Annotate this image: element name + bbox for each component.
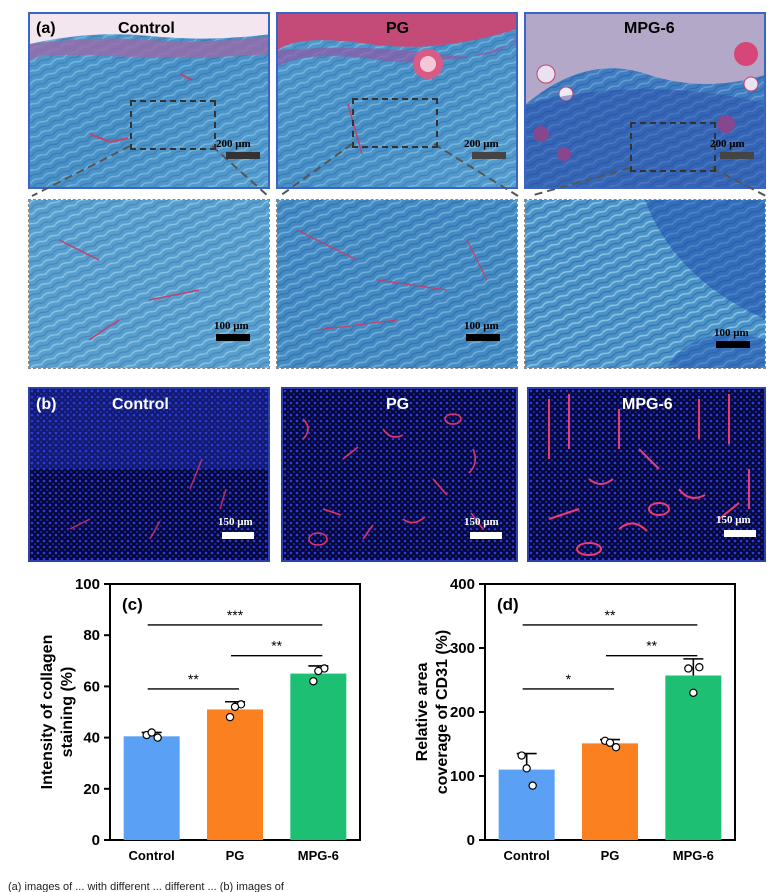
data-point — [611, 742, 621, 752]
if-image-pg — [281, 387, 518, 562]
scale-bar-if-mpg6: 150 μm — [716, 514, 756, 537]
panel-b-title-control: Control — [112, 396, 169, 413]
data-point — [605, 738, 615, 747]
y-tick-label: 300 — [450, 640, 475, 657]
data-point — [153, 733, 162, 742]
y-axis-label-line: Intensity of collagen — [39, 635, 56, 790]
scale-bar-zoom-mpg6: 100 μm — [714, 327, 750, 348]
y-tick-label: 60 — [83, 678, 100, 695]
scale-bar-overview-mpg6: 200 μm — [710, 138, 754, 159]
chart-panel-label: (d) — [497, 595, 519, 614]
significance-label: ** — [188, 671, 199, 687]
data-point — [522, 764, 531, 773]
bar-pg — [582, 743, 638, 840]
masson-zoom-mpg6 — [524, 199, 766, 369]
x-tick-label: Control — [504, 848, 550, 863]
panel-a-title-pg: PG — [386, 20, 410, 37]
bar-control — [123, 736, 180, 840]
x-tick-label: MPG-6 — [673, 848, 714, 863]
significance-label: ** — [271, 638, 282, 654]
bar-mpg-6 — [290, 673, 347, 840]
significance-label: * — [566, 671, 572, 687]
masson-zoom-pg — [276, 199, 518, 369]
scale-bar-zoom-pg: 100 μm — [464, 320, 500, 341]
panel-b-label: (b) — [36, 396, 57, 413]
x-tick-label: PG — [226, 848, 245, 863]
tissue-image — [526, 14, 764, 187]
scale-bar-overview-control: 200 μm — [216, 138, 260, 159]
data-point — [684, 664, 693, 673]
bar-mpg-6 — [665, 675, 722, 840]
data-point — [689, 688, 698, 698]
bar-chart-collagen: 0 20 40 60 80 100 Intensity of collagen stainin… — [39, 576, 361, 863]
panel-b-title-mpg6: MPG-6 — [622, 396, 673, 413]
bar-chart-cd31: 0 100 200 300 400 Relative area coverage of CD… — [414, 576, 736, 863]
panel-b-title-pg: PG — [386, 396, 410, 413]
data-point — [225, 712, 235, 722]
masson-zoom-control — [28, 199, 270, 369]
masson-overview-mpg6 — [524, 12, 766, 189]
bar-pg — [207, 709, 263, 840]
significance-label: *** — [227, 607, 244, 623]
y-tick-label: 100 — [75, 576, 100, 593]
if-image-control — [28, 387, 270, 562]
panel-a-title-control: Control — [118, 20, 175, 37]
if-tissue-image — [30, 389, 268, 560]
bar-control — [498, 769, 555, 840]
y-axis-label-line: staining (%) — [59, 667, 76, 758]
y-tick-label: 40 — [83, 730, 100, 747]
data-point — [147, 728, 156, 737]
y-tick-label: 200 — [450, 704, 475, 721]
y-tick-label: 100 — [450, 768, 475, 785]
panel-a-label: (a) — [36, 20, 56, 37]
chart-panel-label: (c) — [122, 595, 143, 614]
panel-a-title-mpg6: MPG-6 — [624, 20, 675, 37]
scale-bar-if-control: 150 μm — [218, 516, 254, 539]
caption-fragment: (a) images of ... with different ... dif… — [8, 882, 284, 892]
y-axis-label: Intensity of collagen staining (%) — [39, 635, 76, 790]
x-tick-label: PG — [601, 848, 620, 863]
y-tick-label: 80 — [83, 627, 100, 644]
y-axis-label-line: Relative area — [414, 663, 431, 762]
data-point — [230, 702, 240, 712]
roi-box-control — [130, 100, 216, 150]
data-point — [314, 666, 323, 676]
y-tick-label: 20 — [83, 781, 100, 798]
significance-label: ** — [605, 607, 616, 623]
if-tissue-image — [283, 389, 516, 560]
data-point — [528, 781, 537, 790]
scale-bar-if-pg: 150 μm — [464, 516, 502, 539]
zoom-guide-lines — [31, 143, 767, 197]
data-point — [309, 677, 318, 686]
y-tick-label: 400 — [450, 576, 475, 593]
tissue-image — [277, 200, 517, 368]
roi-box-pg — [352, 98, 438, 148]
data-point — [517, 751, 526, 760]
x-tick-label: MPG-6 — [298, 848, 339, 863]
y-axis-label: Relative area coverage of CD31 (%) — [414, 630, 451, 795]
x-tick-label: Control — [129, 848, 175, 863]
scale-bar-zoom-control: 100 μm — [214, 320, 250, 341]
y-axis-label-line: coverage of CD31 (%) — [434, 630, 451, 795]
significance-label: ** — [646, 638, 657, 654]
tissue-image — [525, 200, 765, 368]
scale-bar-overview-pg: 200 μm — [464, 138, 506, 159]
tissue-image — [29, 200, 269, 368]
y-tick-label: 0 — [92, 832, 100, 849]
roi-box-mpg6 — [630, 122, 716, 172]
data-point — [695, 662, 704, 672]
y-tick-label: 0 — [467, 832, 475, 849]
